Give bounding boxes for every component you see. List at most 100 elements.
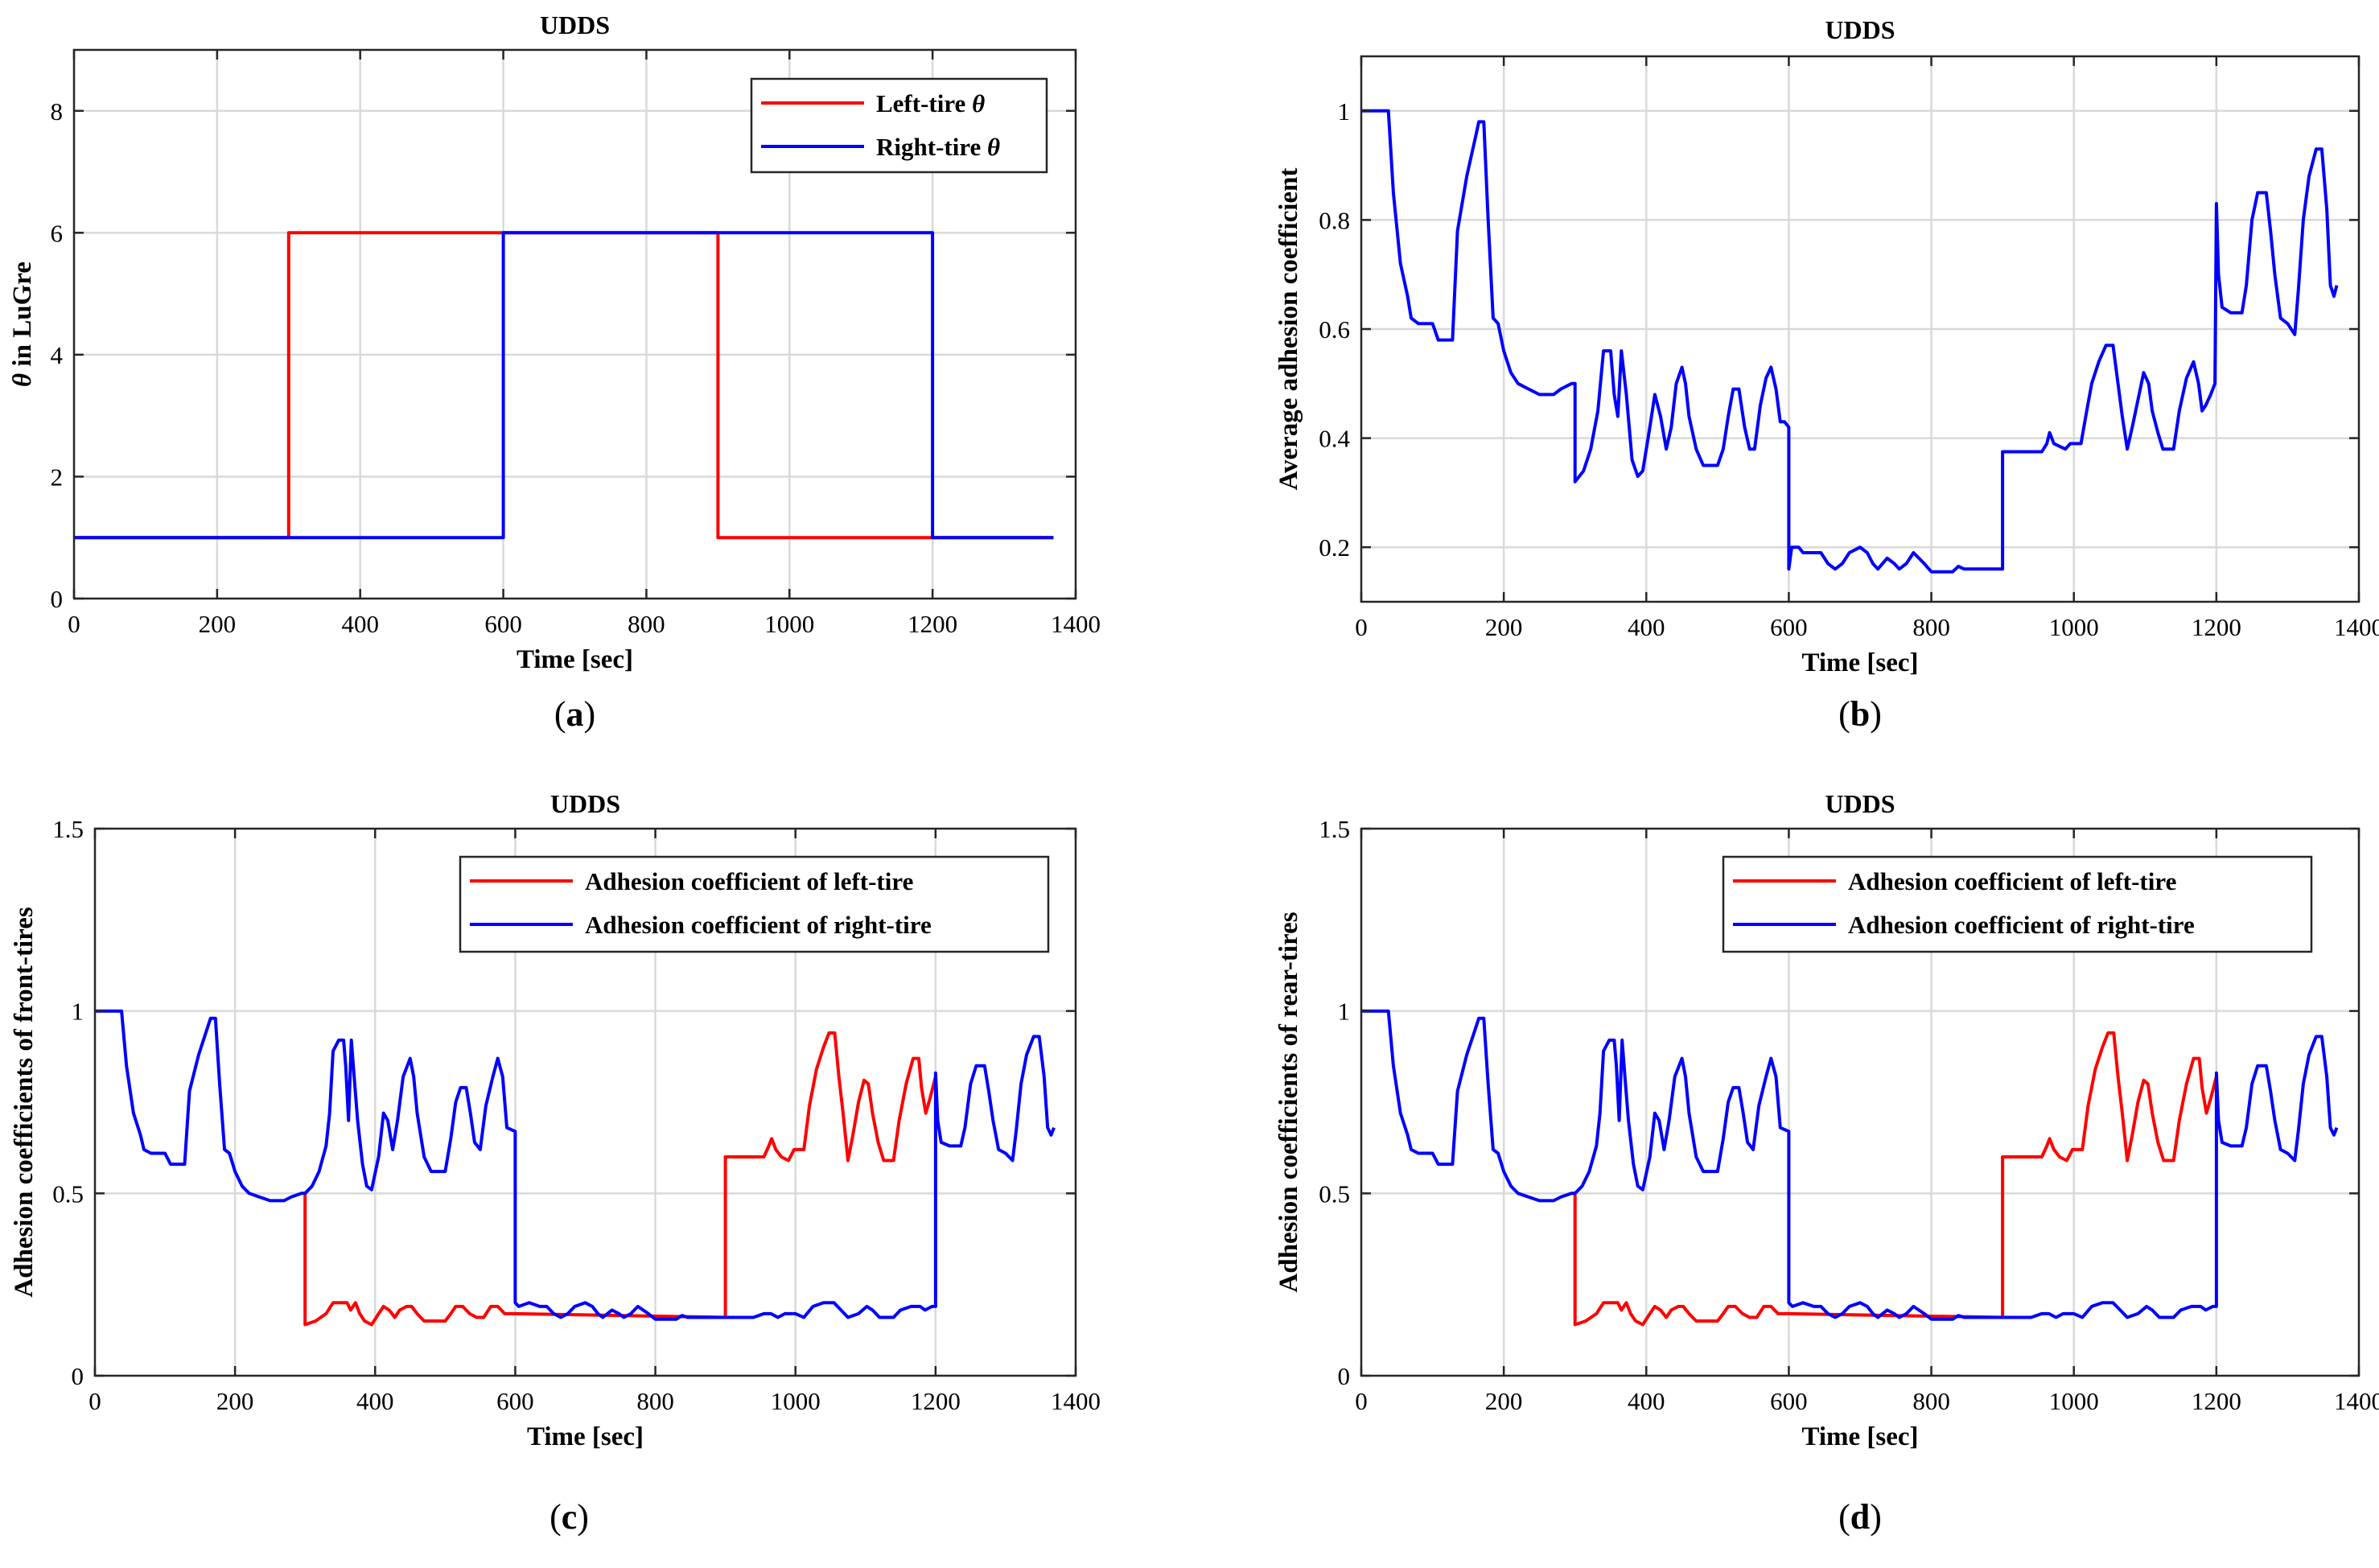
x-tick-label: 1000 bbox=[2049, 1387, 2099, 1415]
series-line-right-tire bbox=[1361, 1009, 2339, 1321]
legend-entry: Adhesion coefficient of left-tire bbox=[1848, 867, 2176, 895]
y-axis-label-text: in LuGre bbox=[8, 261, 37, 373]
x-axis-label: Time [sec] bbox=[1801, 648, 1918, 677]
x-axis-label: Time [sec] bbox=[527, 1422, 644, 1451]
x-tick-label: 600 bbox=[484, 610, 522, 638]
chart-title: UDDS bbox=[1825, 15, 1895, 44]
x-tick-label: 200 bbox=[1485, 613, 1523, 641]
y-tick-label: 0.2 bbox=[1319, 533, 1350, 562]
chart-title: UDDS bbox=[1825, 789, 1895, 818]
caption-paren-open: ( bbox=[1838, 1497, 1850, 1537]
x-tick-label: 0 bbox=[1355, 1387, 1368, 1415]
series-line-left-tire bbox=[1573, 1031, 2218, 1327]
y-tick-label: 0 bbox=[1338, 1362, 1351, 1390]
x-tick-label: 800 bbox=[1912, 613, 1950, 641]
y-tick-label: 4 bbox=[51, 341, 64, 369]
caption-letter: a bbox=[566, 694, 584, 734]
x-axis-label: Time [sec] bbox=[517, 645, 633, 674]
chart-panel-c: 0 200 400 600 800 1000 1200 1400 0 0.5 1 1.5 UDDS Tim… bbox=[10, 789, 1101, 1537]
x-tick-label: 1000 bbox=[2049, 613, 2099, 641]
y-tick-label: 2 bbox=[51, 463, 64, 491]
x-tick-label: 0 bbox=[1355, 613, 1368, 641]
x-tick-label: 0 bbox=[68, 610, 80, 638]
axes-frame bbox=[1360, 827, 2360, 1377]
panel-caption: (b) bbox=[1838, 694, 1882, 734]
legend-entry: Adhesion coefficient of right-tire bbox=[1848, 911, 2195, 939]
x-axis-label: Time [sec] bbox=[1801, 1422, 1918, 1451]
y-tick-label: 1 bbox=[1338, 998, 1351, 1026]
caption-paren-close: ) bbox=[1870, 694, 1882, 734]
y-tick-label: 1 bbox=[1338, 97, 1351, 126]
y-axis-label-symbol: θ bbox=[8, 373, 37, 387]
y-tick-label: 1.5 bbox=[1319, 815, 1350, 843]
y-tick-label: 6 bbox=[51, 219, 64, 247]
y-tick-label: 0.8 bbox=[1319, 206, 1350, 234]
caption-letter: c bbox=[562, 1497, 578, 1537]
legend-entry: Right-tire θ bbox=[876, 133, 1000, 161]
y-tick-label: 8 bbox=[51, 97, 64, 126]
legend-entry-text: Left-tire bbox=[876, 89, 972, 117]
axes-frame bbox=[72, 48, 1077, 600]
series-line-right-tire bbox=[95, 1009, 1056, 1321]
x-tick-label: 1000 bbox=[771, 1387, 821, 1415]
y-axis-label: θ in LuGre bbox=[8, 261, 37, 387]
axes-frame bbox=[93, 827, 1077, 1377]
x-tick-label: 600 bbox=[496, 1387, 534, 1415]
chart-panel-a: 0 200 400 600 800 1000 1200 1400 0 2 4 6 8 UDDS Time [… bbox=[8, 10, 1101, 734]
y-tick-label: 0.5 bbox=[1319, 1179, 1350, 1208]
x-tick-label: 1000 bbox=[764, 610, 814, 638]
caption-letter: d bbox=[1850, 1497, 1870, 1537]
legend: Adhesion coefficient of left-tire Adhesio… bbox=[459, 855, 1050, 953]
x-tick-label: 200 bbox=[1485, 1387, 1523, 1415]
caption-paren-open: ( bbox=[549, 1497, 562, 1537]
x-tick-label: 1400 bbox=[2334, 1387, 2379, 1415]
caption-paren-close: ) bbox=[1870, 1497, 1882, 1537]
y-tick-label: 1.5 bbox=[52, 815, 84, 843]
x-tick-label: 600 bbox=[1770, 1387, 1808, 1415]
caption-paren-open: ( bbox=[554, 694, 566, 734]
x-tick-label: 800 bbox=[1912, 1387, 1950, 1415]
chart-title: UDDS bbox=[540, 10, 610, 39]
caption-letter: b bbox=[1850, 694, 1870, 734]
chart-title: UDDS bbox=[550, 789, 620, 818]
x-tick-label: 1400 bbox=[1051, 610, 1101, 638]
series-line-left-tire bbox=[303, 1031, 937, 1327]
x-tick-label: 1200 bbox=[2192, 613, 2241, 641]
x-tick-label: 1400 bbox=[2334, 613, 2379, 641]
chart-panel-b: 0 200 400 600 800 1000 1200 1400 0.2 0.4 0.6 0.8 1 UD… bbox=[1274, 15, 2379, 734]
x-tick-label: 1400 bbox=[1051, 1387, 1101, 1415]
x-tick-label: 200 bbox=[199, 610, 237, 638]
legend-entry: Adhesion coefficient of left-tire bbox=[585, 867, 913, 895]
x-tick-label: 0 bbox=[88, 1387, 101, 1415]
x-tick-label: 400 bbox=[341, 610, 379, 638]
x-tick-label: 400 bbox=[1628, 613, 1665, 641]
y-tick-label: 0 bbox=[72, 1362, 84, 1390]
x-tick-label: 800 bbox=[636, 1387, 674, 1415]
y-tick-label: 0.4 bbox=[1319, 425, 1350, 453]
legend-box bbox=[750, 77, 1048, 174]
legend: Left-tire θ Right-tire θ bbox=[750, 77, 1048, 174]
x-tick-label: 400 bbox=[356, 1387, 394, 1415]
legend-box bbox=[459, 855, 1050, 953]
x-tick-label: 800 bbox=[628, 610, 665, 638]
x-tick-label: 200 bbox=[216, 1387, 254, 1415]
y-axis-label: Adhesion coefficients of front-tires bbox=[10, 907, 39, 1298]
caption-paren-close: ) bbox=[577, 1497, 589, 1537]
panel-caption: (c) bbox=[549, 1497, 589, 1537]
caption-paren-open: ( bbox=[1838, 694, 1850, 734]
y-tick-label: 0.6 bbox=[1319, 315, 1350, 344]
panel-caption: (d) bbox=[1838, 1497, 1882, 1537]
x-tick-label: 600 bbox=[1770, 613, 1808, 641]
caption-paren-close: ) bbox=[584, 694, 596, 734]
legend-entry-symbol: θ bbox=[972, 89, 985, 117]
y-tick-label: 0 bbox=[51, 585, 64, 613]
series-line-average bbox=[1361, 109, 2339, 574]
y-axis-label: Adhesion coefficients of rear-tires bbox=[1274, 912, 1303, 1292]
legend-entry: Adhesion coefficient of right-tire bbox=[585, 911, 932, 939]
x-tick-label: 1200 bbox=[2192, 1387, 2241, 1415]
legend-entry-text: Right-tire bbox=[876, 133, 987, 161]
legend-box bbox=[1722, 855, 2313, 953]
y-tick-label: 0.5 bbox=[52, 1179, 84, 1208]
x-tick-label: 400 bbox=[1628, 1387, 1665, 1415]
